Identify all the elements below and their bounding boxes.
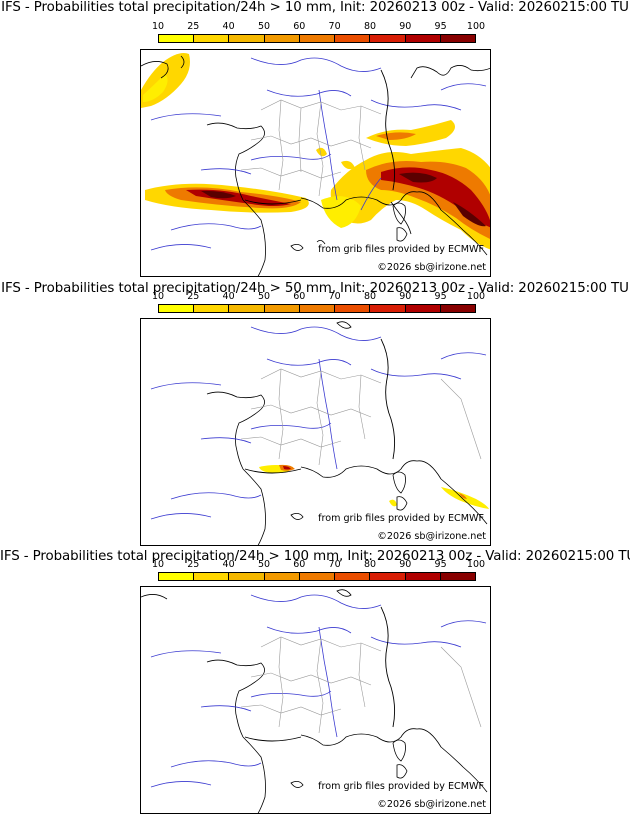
colorbar-swatch (264, 573, 300, 580)
tick-label: 90 (399, 291, 412, 302)
copyright-credit: ©2026 sb@irizone.net (377, 799, 486, 810)
colorbar-swatch (159, 35, 195, 42)
tick-label: 95 (434, 21, 447, 32)
probability-map: from grib files provided by ECMWF ©2026 … (140, 49, 491, 277)
rivers (150, 57, 487, 251)
tick-label: 50 (257, 291, 271, 302)
colorbar-swatch (194, 573, 230, 580)
tick-label: 95 (434, 291, 447, 302)
tick-label: 70 (328, 559, 341, 570)
colorbar-swatch (335, 305, 371, 312)
map-layer (141, 589, 488, 813)
colorbar-swatch (299, 35, 336, 42)
colorbar-swatch (229, 305, 265, 312)
colorbar-swatch (194, 305, 230, 312)
tick-label: 100 (466, 291, 486, 302)
colorbar-swatch (405, 35, 441, 42)
colorbar-swatch (370, 35, 406, 42)
panel-title: IFS - Probabilities total precipitation/… (0, 549, 630, 564)
probability-map: from grib files provided by ECMWF ©2026 … (140, 586, 491, 814)
precip-field (259, 464, 489, 509)
colorbar-swatch (440, 573, 475, 580)
panel-title: IFS - Probabilities total precipitation/… (1, 281, 629, 296)
colorbar-swatch (264, 35, 300, 42)
tick-label: 40 (222, 21, 235, 32)
panel-50mm: IFS - Probabilities total precipitation/… (0, 268, 630, 548)
coastline (206, 321, 488, 545)
tick-label: 70 (328, 291, 341, 302)
tick-label: 10 (151, 291, 165, 302)
national-borders (244, 338, 396, 474)
tick-label: 70 (328, 21, 341, 32)
tick-label: 25 (187, 559, 200, 570)
tick-label: 25 (187, 291, 200, 302)
tick-label: 50 (257, 559, 271, 570)
panel-title: IFS - Probabilities total precipitation/… (1, 0, 629, 15)
copyright-credit: ©2026 sb@irizone.net (377, 262, 486, 273)
colorbar-swatch (299, 573, 336, 580)
colorbar (158, 304, 476, 313)
colorbar (158, 34, 476, 43)
source-credit: from grib files provided by ECMWF (318, 781, 484, 792)
colorbar-swatch (440, 305, 475, 312)
tick-label: 95 (434, 559, 447, 570)
colorbar-tick-labels: 10 25 40 50 60 70 80 90 95 100 (152, 559, 485, 571)
coastline (141, 589, 488, 813)
tick-label: 60 (293, 291, 306, 302)
panel-100mm: IFS - Probabilities total precipitation/… (0, 536, 630, 828)
coastline (141, 55, 490, 276)
colorbar-swatch (264, 305, 300, 312)
source-credit: from grib files provided by ECMWF (318, 513, 484, 524)
colorbar-swatch (405, 573, 441, 580)
colorbar-swatch (229, 35, 265, 42)
admin-borders (240, 636, 482, 734)
tick-label: 40 (222, 559, 235, 570)
source-credit: from grib files provided by ECMWF (318, 244, 484, 255)
tick-label: 100 (466, 21, 486, 32)
rivers (150, 326, 487, 520)
tick-label: 50 (257, 21, 271, 32)
colorbar-tick-labels: 10 25 40 50 60 70 80 90 95 100 (152, 21, 485, 33)
colorbar-swatch (440, 35, 475, 42)
probability-map: from grib files provided by ECMWF ©2026 … (140, 318, 491, 546)
tick-label: 60 (293, 21, 306, 32)
colorbar-tick-labels: 10 25 40 50 60 70 80 90 95 100 (152, 291, 485, 303)
tick-label: 80 (363, 291, 377, 302)
tick-label: 40 (222, 291, 235, 302)
colorbar-swatch (299, 305, 336, 312)
rivers (150, 594, 487, 788)
panel-10mm: IFS - Probabilities total precipitation/… (0, 0, 630, 280)
map-layer (141, 53, 490, 276)
tick-label: 90 (399, 21, 412, 32)
colorbar-swatch (370, 573, 406, 580)
colorbar (158, 572, 476, 581)
copyright-credit: ©2026 sb@irizone.net (377, 531, 486, 542)
tick-label: 90 (399, 559, 412, 570)
tick-label: 80 (363, 559, 377, 570)
colorbar-swatch (370, 305, 406, 312)
tick-label: 25 (187, 21, 200, 32)
colorbar-swatch (229, 573, 265, 580)
tick-label: 10 (151, 559, 165, 570)
colorbar-swatch (159, 573, 195, 580)
precip-field (141, 53, 490, 250)
tick-label: 10 (151, 21, 165, 32)
tick-label: 60 (293, 559, 306, 570)
tick-label: 100 (466, 559, 486, 570)
colorbar-swatch (335, 573, 371, 580)
colorbar-swatch (405, 305, 441, 312)
colorbar-swatch (335, 35, 371, 42)
tick-label: 80 (363, 21, 377, 32)
map-layer (150, 321, 489, 545)
colorbar-swatch (159, 305, 195, 312)
national-borders (244, 69, 396, 205)
admin-borders (240, 368, 482, 466)
national-borders (244, 606, 396, 742)
admin-borders (240, 99, 382, 197)
colorbar-swatch (194, 35, 230, 42)
